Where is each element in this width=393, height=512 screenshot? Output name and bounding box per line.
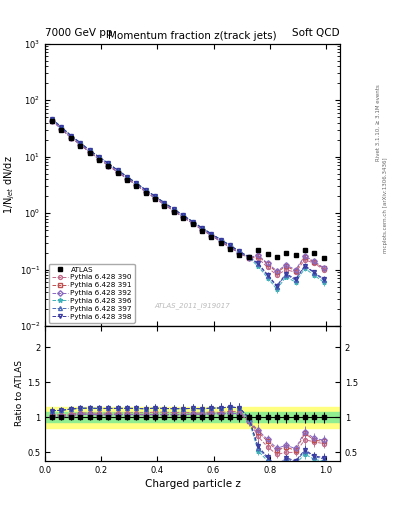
Y-axis label: Ratio to ATLAS: Ratio to ATLAS bbox=[15, 360, 24, 426]
X-axis label: Charged particle z: Charged particle z bbox=[145, 479, 241, 489]
Text: Rivet 3.1.10, ≥ 3.1M events: Rivet 3.1.10, ≥ 3.1M events bbox=[376, 84, 380, 161]
Bar bbox=[45, 413, 340, 422]
Title: Momentum fraction z(track jets): Momentum fraction z(track jets) bbox=[108, 31, 277, 41]
Text: Soft QCD: Soft QCD bbox=[292, 28, 340, 38]
Legend: ATLAS, Pythia 6.428 390, Pythia 6.428 391, Pythia 6.428 392, Pythia 6.428 396, P: ATLAS, Pythia 6.428 390, Pythia 6.428 39… bbox=[49, 264, 135, 323]
Text: 7000 GeV pp: 7000 GeV pp bbox=[45, 28, 113, 38]
Y-axis label: 1/N$_{jet}$ dN/dz: 1/N$_{jet}$ dN/dz bbox=[2, 156, 17, 214]
Text: mcplots.cern.ch [arXiv:1306.3436]: mcplots.cern.ch [arXiv:1306.3436] bbox=[384, 157, 388, 252]
Bar bbox=[45, 407, 340, 428]
Text: ATLAS_2011_I919017: ATLAS_2011_I919017 bbox=[155, 303, 230, 309]
